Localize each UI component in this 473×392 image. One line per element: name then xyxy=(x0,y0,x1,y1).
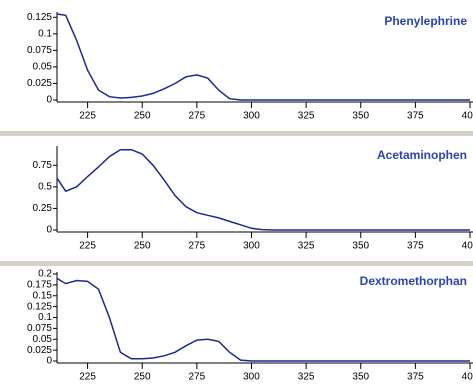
x-tick-label: 375 xyxy=(407,111,424,122)
x-tick-label: 275 xyxy=(189,372,206,383)
chart-title: Dextromethorphan xyxy=(360,274,467,288)
x-tick-label: 300 xyxy=(243,241,260,252)
y-tick-label: 0.125 xyxy=(27,301,52,312)
y-tick-label: 0.5 xyxy=(38,181,52,192)
y-tick-label: 0 xyxy=(46,95,52,106)
x-tick-label: 225 xyxy=(79,111,96,122)
x-tick-label: 250 xyxy=(134,372,151,383)
x-tick-label: 250 xyxy=(134,111,151,122)
y-tick-label: 0.175 xyxy=(27,280,52,291)
x-tick-label: 350 xyxy=(352,111,369,122)
x-tick-label: 325 xyxy=(298,111,315,122)
spectrum-line xyxy=(56,148,470,231)
x-tick-label: 400 xyxy=(462,111,473,122)
y-tick-label: 0.75 xyxy=(33,160,53,171)
x-tick-label: 400 xyxy=(462,241,473,252)
x-tick-label: 250 xyxy=(134,241,151,252)
y-tick-label: 0 xyxy=(46,356,52,367)
separator xyxy=(0,261,473,266)
y-tick-label: 0.25 xyxy=(33,203,53,214)
chart-title: Acetaminophen xyxy=(377,148,467,162)
spectrum-line xyxy=(56,277,470,362)
x-tick-label: 225 xyxy=(79,372,96,383)
x-tick-label: 375 xyxy=(407,372,424,383)
y-tick-label: 0 xyxy=(46,225,52,236)
x-tick-label: 325 xyxy=(298,241,315,252)
x-tick-label: 350 xyxy=(352,241,369,252)
chart-title: Phenylephrine xyxy=(384,14,467,28)
y-tick-label: 0.075 xyxy=(27,45,52,56)
x-tick-label: 275 xyxy=(189,111,206,122)
separator xyxy=(0,131,473,136)
x-tick-label: 400 xyxy=(462,372,473,383)
y-tick-label: 0.2 xyxy=(38,269,52,280)
y-tick-label: 0.025 xyxy=(27,78,52,89)
x-tick-label: 275 xyxy=(189,241,206,252)
y-tick-label: 0.025 xyxy=(27,345,52,356)
x-tick-label: 375 xyxy=(407,241,424,252)
y-tick-label: 0.075 xyxy=(27,323,52,334)
y-tick-label: 0.1 xyxy=(38,28,52,39)
x-tick-label: 325 xyxy=(298,372,315,383)
x-tick-label: 350 xyxy=(352,372,369,383)
x-tick-label: 300 xyxy=(243,372,260,383)
spectrum-line xyxy=(56,13,470,101)
x-tick-label: 300 xyxy=(243,111,260,122)
y-tick-label: 0.15 xyxy=(33,290,53,301)
y-tick-label: 0.125 xyxy=(27,12,52,23)
y-tick-label: 0.05 xyxy=(33,62,53,73)
x-tick-label: 225 xyxy=(79,241,96,252)
y-tick-label: 0.1 xyxy=(38,312,52,323)
y-tick-label: 0.05 xyxy=(33,334,53,345)
